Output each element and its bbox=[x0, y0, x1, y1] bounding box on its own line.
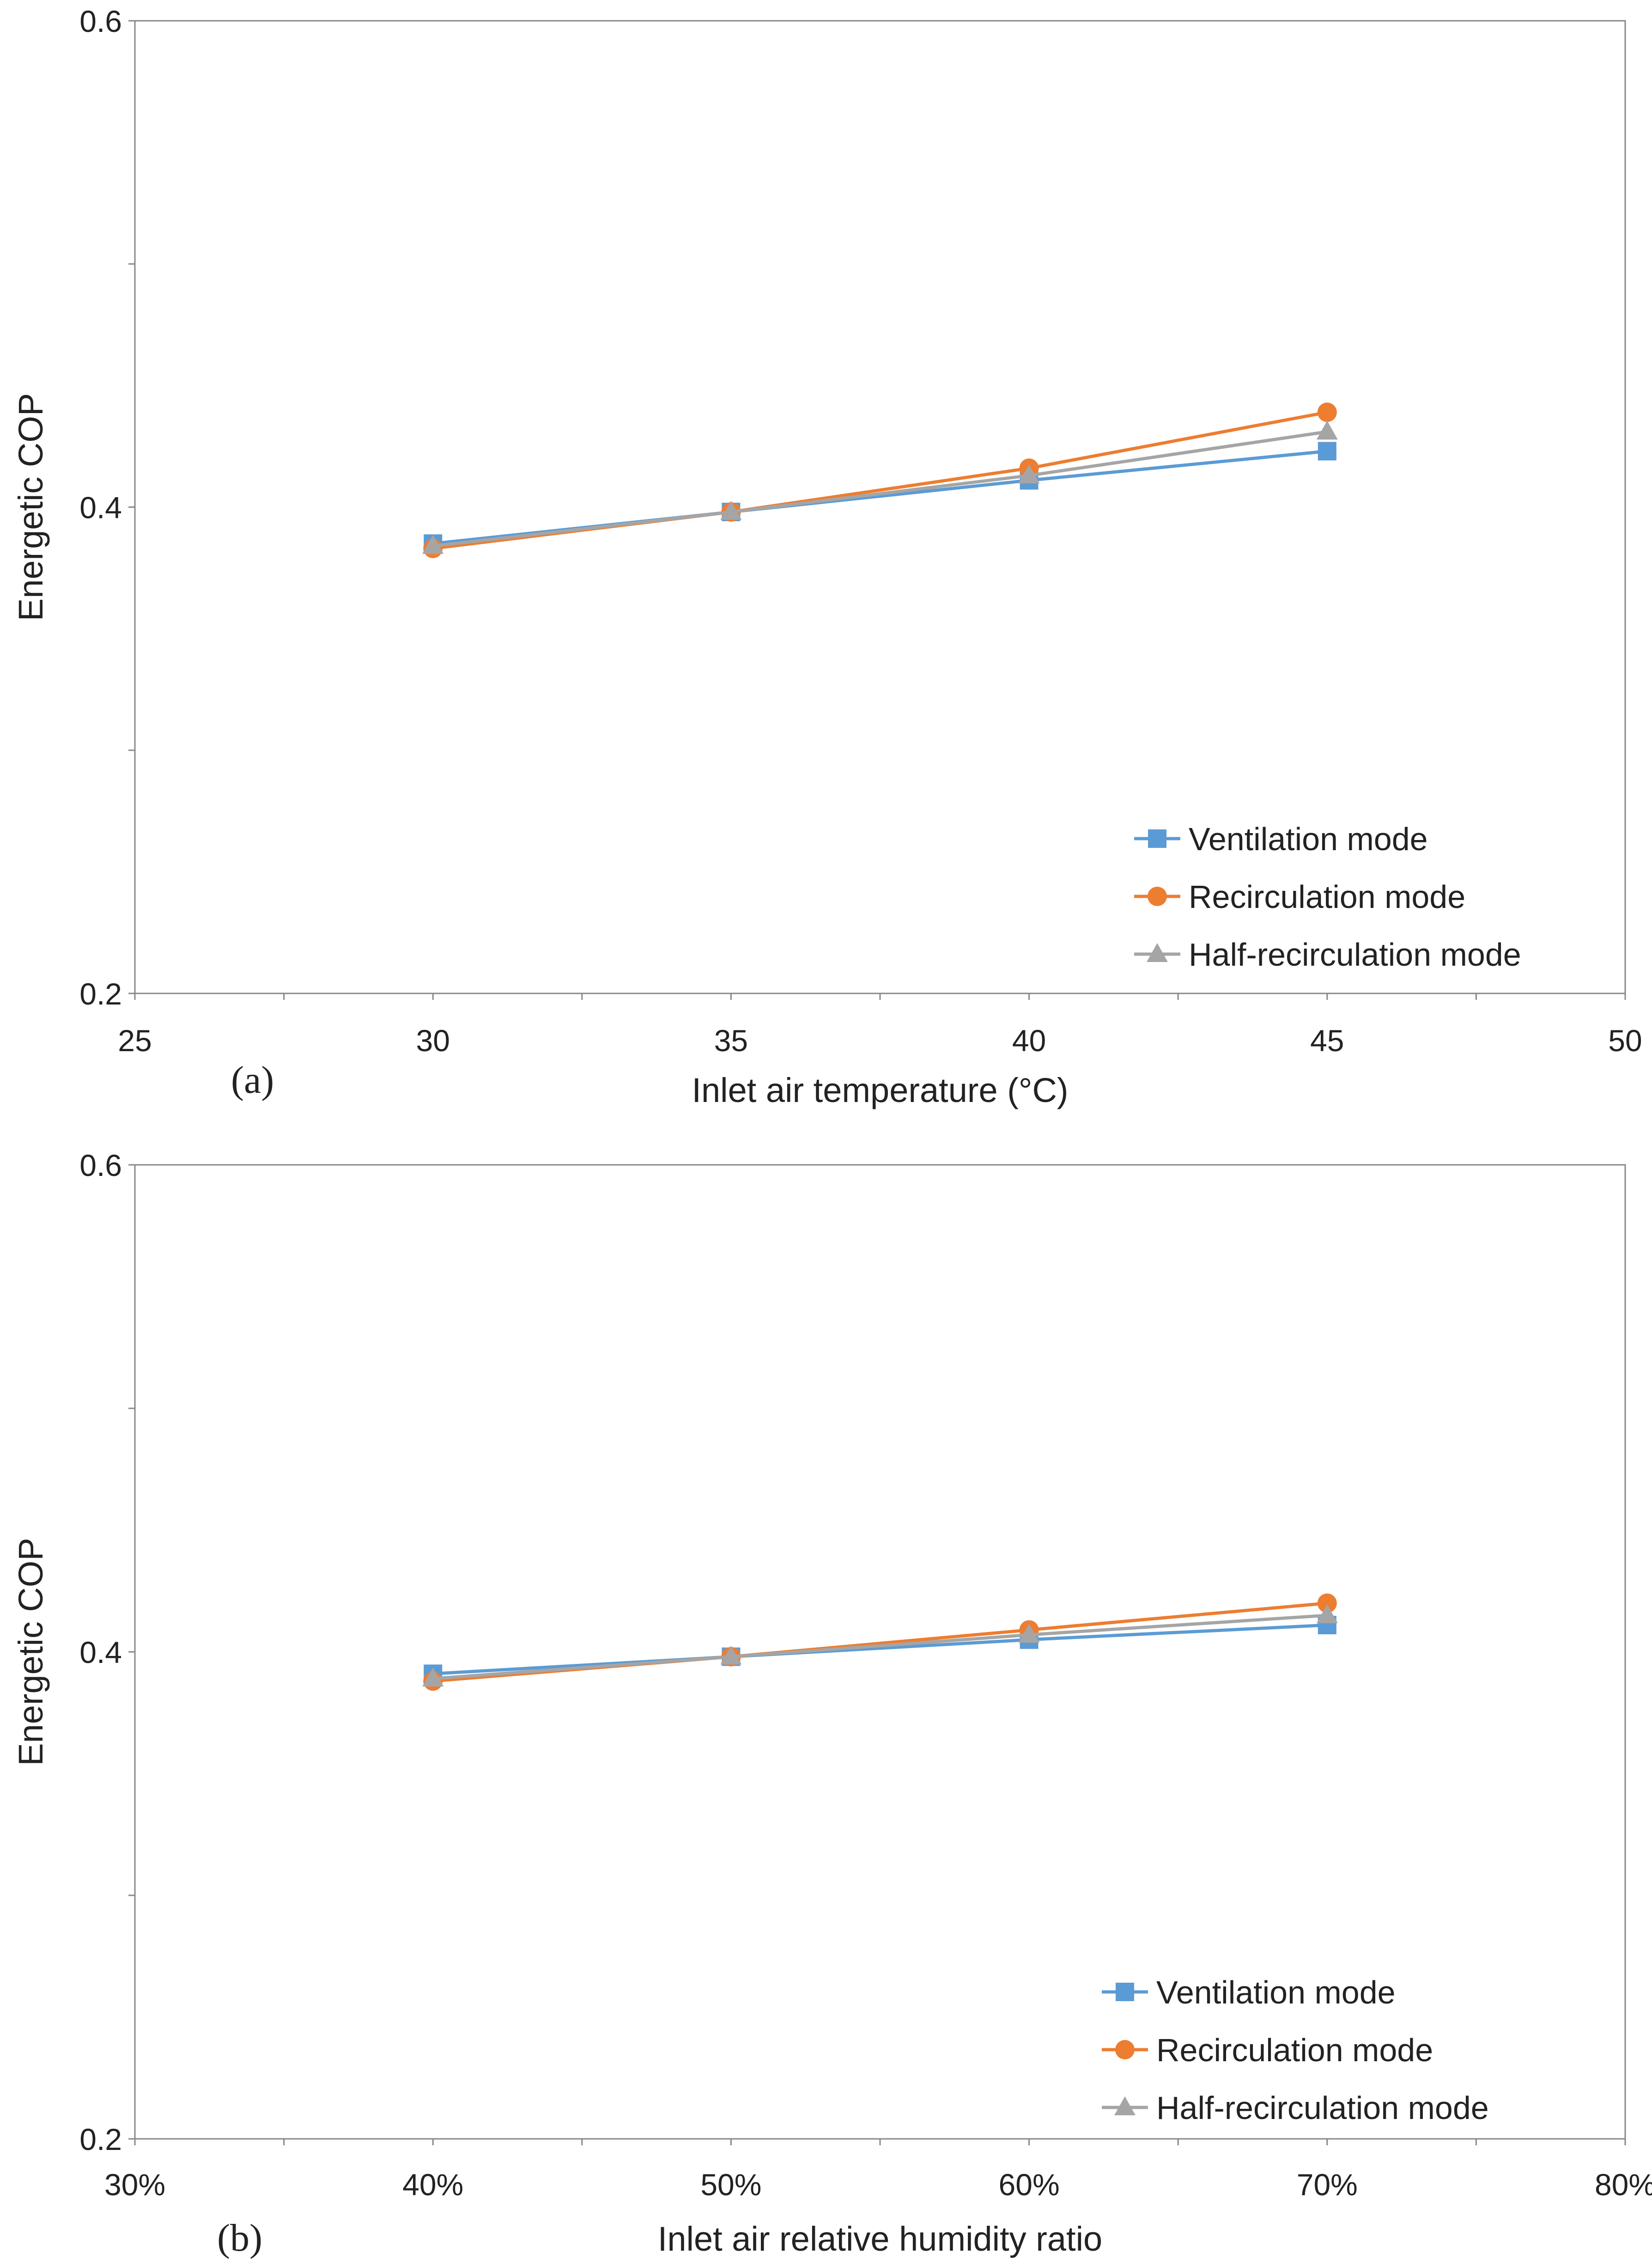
series-1 bbox=[424, 442, 1336, 553]
data-point bbox=[1018, 464, 1040, 484]
plot-frame bbox=[134, 1164, 1626, 2140]
data-point bbox=[720, 501, 742, 520]
x-tick-label: 50% bbox=[700, 2168, 761, 2202]
series-line bbox=[432, 430, 1328, 548]
legend-label: Ventilation mode bbox=[1189, 821, 1428, 857]
x-tick-label: 70% bbox=[1297, 2168, 1358, 2202]
x-tick-label: 25 bbox=[118, 1023, 152, 1058]
data-point bbox=[422, 535, 444, 554]
x-tick-label: 30 bbox=[416, 1023, 449, 1058]
legend-marker bbox=[1147, 943, 1168, 962]
y-tick-label: 0.2 bbox=[79, 2122, 122, 2156]
y-tick-label: 0.2 bbox=[79, 977, 122, 1011]
legend-label: Recirculation mode bbox=[1156, 2032, 1433, 2068]
y-tick-label: 0.4 bbox=[79, 491, 122, 525]
legend-marker bbox=[1116, 1983, 1134, 2001]
data-point bbox=[1317, 1593, 1337, 1613]
y-tick-label: 0.4 bbox=[79, 1635, 122, 1669]
y-tick-label: 0.6 bbox=[79, 4, 122, 38]
panel-label: (a) bbox=[231, 1059, 274, 1102]
x-tick-label: 40% bbox=[402, 2168, 463, 2202]
x-tick-label: 45 bbox=[1310, 1023, 1344, 1058]
y-axis-label: Energetic COP bbox=[12, 1538, 50, 1766]
data-point bbox=[1316, 1604, 1338, 1623]
legend-marker bbox=[1148, 829, 1166, 848]
legend-marker bbox=[1114, 2096, 1136, 2115]
legend-marker bbox=[1115, 2040, 1135, 2059]
legend-label: Recirculation mode bbox=[1189, 879, 1465, 915]
legend-label: Half-recirculation mode bbox=[1156, 2090, 1489, 2126]
series-3 bbox=[422, 1604, 1338, 1687]
x-tick-label: 30% bbox=[104, 2168, 165, 2202]
data-point bbox=[1018, 1624, 1040, 1643]
data-point bbox=[720, 1645, 742, 1665]
series-3 bbox=[422, 420, 1338, 554]
x-tick-label: 80% bbox=[1595, 2168, 1652, 2202]
series-2 bbox=[423, 1593, 1337, 1691]
data-point bbox=[1318, 442, 1336, 461]
legend: Ventilation mode Recirculation mode Half-r… bbox=[1102, 1974, 1489, 2126]
legend-marker bbox=[1148, 887, 1167, 906]
y-axis-label: Energetic COP bbox=[12, 393, 50, 621]
x-tick-label: 35 bbox=[714, 1023, 748, 1058]
chart-b: 0.2 0.4 0.6 30% 40% 50% 60% 70% 80% Inlet air rel… bbox=[12, 1148, 1652, 2259]
panel-label: (b) bbox=[217, 2216, 262, 2259]
series-line bbox=[433, 1623, 1327, 1675]
legend-label: Ventilation mode bbox=[1156, 1974, 1396, 2010]
data-point bbox=[1316, 420, 1338, 440]
series-1 bbox=[424, 1616, 1336, 1683]
x-tick-label: 50 bbox=[1608, 1023, 1642, 1058]
chart-a: 0.2 0.4 0.6 25 30 35 40 45 50 Inlet air temperatu… bbox=[12, 4, 1642, 1109]
series-line bbox=[432, 1614, 1328, 1680]
data-point bbox=[422, 1667, 444, 1687]
x-axis-label: Inlet air temperature (°C) bbox=[692, 1071, 1068, 1109]
x-tick-label: 40 bbox=[1012, 1023, 1046, 1058]
legend-label: Half-recirculation mode bbox=[1189, 937, 1521, 973]
series-2 bbox=[423, 402, 1337, 558]
data-point bbox=[1317, 402, 1337, 422]
y-tick-label: 0.6 bbox=[79, 1148, 122, 1182]
x-axis-label: Inlet air relative humidity ratio bbox=[658, 2220, 1102, 2258]
x-tick-label: 60% bbox=[999, 2168, 1060, 2202]
legend: Ventilation mode Recirculation mode Half-r… bbox=[1134, 821, 1521, 973]
